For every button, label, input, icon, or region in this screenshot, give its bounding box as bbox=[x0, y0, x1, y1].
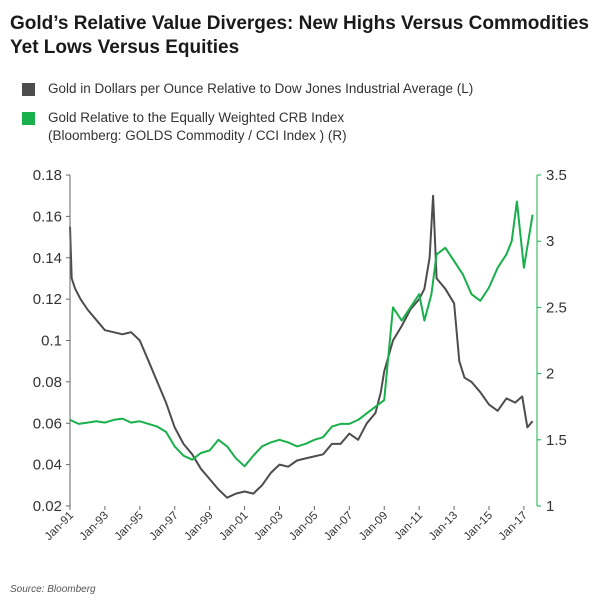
left-tick-label: 0.12 bbox=[33, 291, 62, 308]
right-tick-label: 1 bbox=[546, 498, 554, 515]
legend-label-gold-crb-line-2: (Bloomberg: GOLDS Commodity / CCI Index … bbox=[48, 128, 347, 143]
right-tick-label: 1.5 bbox=[546, 432, 567, 449]
series-line-gold-crb bbox=[69, 200, 534, 468]
legend-swatch-gold-dow bbox=[22, 83, 35, 96]
x-tick-label: Jan-95 bbox=[113, 510, 146, 543]
legend-label-gold-dow: Gold in Dollars per Ounce Relative to Do… bbox=[48, 81, 474, 96]
left-tick-label: 0.16 bbox=[33, 208, 62, 225]
right-axis: 1 1.5 2 2.5 3 3.5 bbox=[537, 167, 567, 515]
x-axis: Jan-91 Jan-93 Jan-95 Jan-97 Jan-99 Jan-01 Jan-… bbox=[43, 506, 530, 543]
legend: Gold in Dollars per Ounce Relative to Do… bbox=[22, 80, 592, 156]
chart-title-line-1: Gold’s Relative Value Diverges: New High… bbox=[10, 13, 589, 34]
x-tick-label: Jan-09 bbox=[357, 510, 390, 543]
x-tick-label: Jan-07 bbox=[322, 510, 355, 543]
right-tick-label: 3.5 bbox=[546, 167, 567, 184]
chart-title: Gold’s Relative Value Diverges: New High… bbox=[10, 12, 595, 60]
left-tick-label: 0.04 bbox=[33, 457, 62, 474]
chart-title-line-2: Yet Lows Versus Equities bbox=[10, 37, 240, 58]
x-tick-label: Jan-17 bbox=[497, 510, 530, 543]
x-tick-label: Jan-15 bbox=[462, 510, 495, 543]
x-tick-label: Jan-13 bbox=[427, 510, 460, 543]
legend-item-gold-dow: Gold in Dollars per Ounce Relative to Do… bbox=[22, 80, 592, 98]
left-axis: 0.02 0.04 0.06 0.08 0.1 0.12 0.14 0.16 0.18 bbox=[33, 167, 70, 515]
legend-label-gold-crb-line-1: Gold Relative to the Equally Weighted CR… bbox=[48, 110, 345, 125]
left-tick-label: 0.1 bbox=[41, 333, 62, 350]
left-tick-label: 0.14 bbox=[33, 250, 62, 267]
legend-swatch-gold-crb bbox=[22, 112, 35, 125]
x-tick-label: Jan-05 bbox=[287, 510, 320, 543]
x-tick-label: Jan-99 bbox=[182, 510, 215, 543]
legend-item-gold-crb: Gold Relative to the Equally Weighted CR… bbox=[22, 109, 592, 145]
right-tick-label: 3 bbox=[546, 233, 554, 250]
source-note: Source: Bloomberg bbox=[10, 584, 96, 595]
x-tick-label: Jan-93 bbox=[78, 510, 111, 543]
x-tick-label: Jan-03 bbox=[252, 510, 285, 543]
left-tick-label: 0.02 bbox=[33, 498, 62, 515]
x-tick-label: Jan-97 bbox=[148, 510, 181, 543]
series-line-gold-dow bbox=[69, 194, 534, 499]
left-tick-label: 0.08 bbox=[33, 374, 62, 391]
x-tick-label: Jan-11 bbox=[393, 510, 426, 543]
series-layer bbox=[69, 194, 534, 499]
right-tick-label: 2 bbox=[546, 366, 554, 383]
right-tick-label: 2.5 bbox=[546, 299, 567, 316]
left-tick-label: 0.18 bbox=[33, 167, 62, 184]
left-tick-label: 0.06 bbox=[33, 415, 62, 432]
x-tick-label: Jan-01 bbox=[217, 510, 250, 543]
